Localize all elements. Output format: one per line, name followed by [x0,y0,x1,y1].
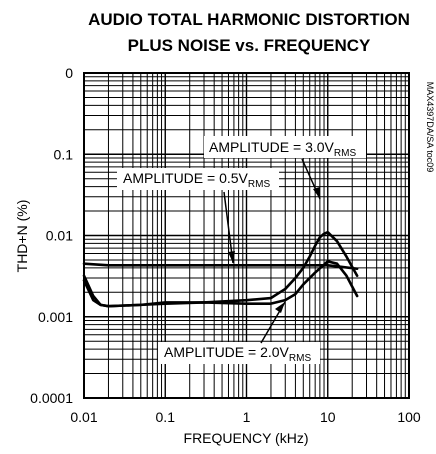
annotation-2v0: AMPLITUDE = 2.0VRMS [158,301,320,364]
x-tick-label: 100 [397,409,421,425]
y-tick-label: 0.001 [38,309,73,325]
y-tick-label: 0 [65,65,73,81]
annotation-0v5-sub: RMS [248,179,271,190]
annotation-3v0: AMPLITUDE = 3.0VRMS [204,136,366,200]
x-axis-label: FREQUENCY (kHz) [184,430,309,446]
annotation-0v5: AMPLITUDE = 0.5VRMS [117,168,279,264]
annotation-2v0-sub: RMS [289,353,312,364]
x-tick-label: 10 [320,409,336,425]
plot-frame [83,72,410,399]
series-line-0 [82,262,359,271]
curves [82,230,359,308]
svg-text:AMPLITUDE = 0.5VRMS: AMPLITUDE = 0.5VRMS [123,170,270,190]
y-tick-label: 0.0001 [30,390,73,406]
chart-code: MAX4397DA/SA toc09 [425,82,435,173]
y-axis-label: THD+N (%) [14,200,30,273]
x-tick-label: 0.1 [156,409,176,425]
annotation-3v0-sub: RMS [334,148,357,159]
svg-text:AMPLITUDE = 2.0VRMS: AMPLITUDE = 2.0VRMS [164,344,311,364]
tick-labels: 0.01 0.1 1 10 100 0.0001 0.001 0.01 0.1 0 [30,65,421,425]
chart-title-line-1: AUDIO TOTAL HARMONIC DISTORTION [88,10,410,29]
y-tick-label: 0.01 [46,228,73,244]
x-tick-label: 0.01 [70,409,97,425]
x-tick-label: 1 [243,409,251,425]
y-tick-label: 0.1 [54,146,74,162]
annotation-3v0-main: AMPLITUDE = 3.0V [209,139,335,155]
annotation-2v0-main: AMPLITUDE = 2.0V [164,344,290,360]
svg-text:AMPLITUDE = 3.0VRMS: AMPLITUDE = 3.0VRMS [209,139,356,159]
chart-title-line-2: PLUS NOISE vs. FREQUENCY [128,36,371,55]
annotation-0v5-main: AMPLITUDE = 0.5V [123,170,249,186]
series-line-2 [82,230,359,308]
